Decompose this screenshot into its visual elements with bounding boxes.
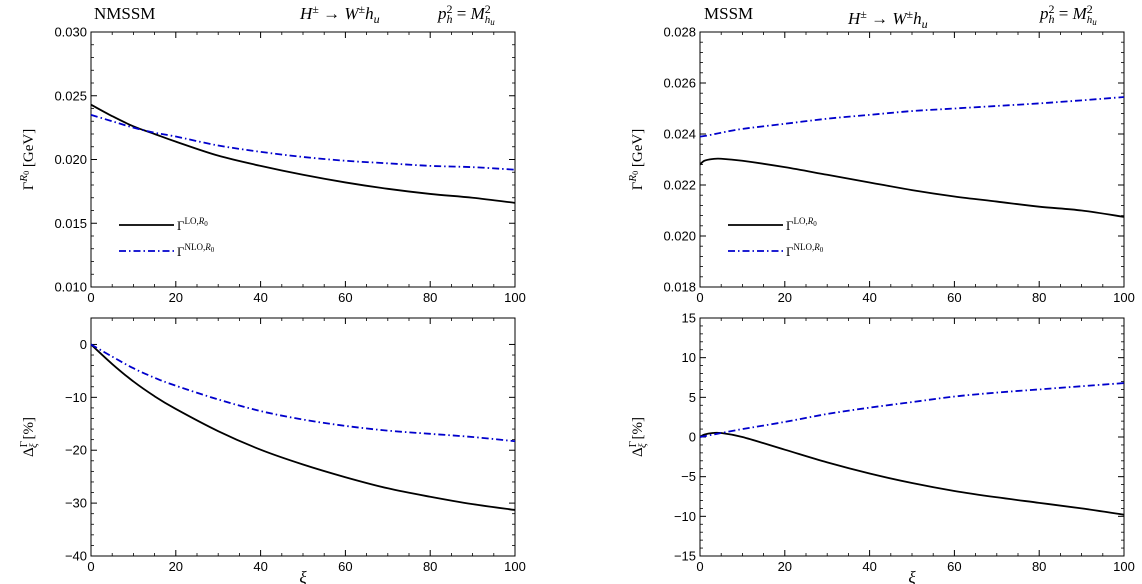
y-axis-label: ΓR0 [GeV] bbox=[18, 129, 37, 190]
x-tick-label: 100 bbox=[1113, 290, 1135, 305]
panels: 0 20 40 60 80 1000.0100.0150.0200.0250.030ΓLO… bbox=[18, 25, 1135, 584]
x-tick-label: 80 bbox=[423, 559, 437, 574]
panel-title-nmssm: NMSSM bbox=[94, 4, 155, 23]
axes-frame bbox=[90, 31, 516, 288]
x-tick-label: 100 bbox=[504, 290, 526, 305]
y-tick-label: −10 bbox=[65, 390, 87, 405]
axes-frame bbox=[699, 31, 1125, 288]
y-tick-label: 0.020 bbox=[54, 152, 87, 167]
x-tick-label: 40 bbox=[862, 559, 876, 574]
panel-bottom-right: 0 20 40 60 80 100 −15 −10 −5 0 5 10 15 ΔΓξ [%] ξ bbox=[627, 311, 1135, 584]
series-line-lo bbox=[699, 431, 1125, 516]
svg-text:H± → W±hu: H± → W±hu bbox=[847, 7, 928, 31]
process-label-right: H± → W±hu bbox=[847, 7, 928, 31]
panel-top-right: 0 20 40 60 80 100 0.018 0.020 0.022 0.024 0.026 0.0… bbox=[627, 25, 1135, 306]
x-tick-label: 100 bbox=[504, 559, 526, 574]
y-tick-label: 0.020 bbox=[663, 229, 696, 244]
x-tick-label: 80 bbox=[1032, 290, 1046, 305]
y-tick-label: 0.028 bbox=[663, 25, 696, 40]
y-axis-label: ΔΓξ [%] bbox=[18, 417, 40, 457]
y-tick-label: −40 bbox=[65, 549, 87, 564]
series-line-nlo bbox=[90, 343, 516, 443]
x-tick-label: 40 bbox=[862, 290, 876, 305]
series-line-nlo bbox=[699, 96, 1125, 138]
x-tick-label: 60 bbox=[947, 290, 961, 305]
momentum-label-left: ph2 = M2 hu bbox=[437, 2, 495, 27]
y-tick-label: 0.022 bbox=[663, 178, 696, 193]
y-tick-label: 0.015 bbox=[54, 216, 87, 231]
x-tick-label: 40 bbox=[253, 290, 267, 305]
x-tick-label: 40 bbox=[253, 559, 267, 574]
svg-text:H± → W±hu: H± → W±hu bbox=[299, 2, 380, 26]
panel-bottom-left: 0 20 40 60 80 100 −40 −30 −20 −10 0 ΔΓξ [%] ξ bbox=[18, 317, 526, 584]
x-tick-label: 0 bbox=[87, 290, 94, 305]
y-tick-label: −10 bbox=[674, 509, 696, 524]
axes-frame bbox=[699, 317, 1125, 557]
legend-label: ΓNLO,R0 bbox=[177, 242, 215, 259]
y-tick-label: 0 bbox=[80, 337, 87, 352]
y-tick-label: 5 bbox=[689, 390, 696, 405]
momentum-label-right: ph2 = M2 hu bbox=[1039, 2, 1097, 27]
x-axis-label: ξ bbox=[908, 568, 916, 584]
panel-top-left: 0 20 40 60 80 100 0.010 0.015 0.020 0.025 0.030 ΓLO… bbox=[18, 25, 526, 306]
x-tick-label: 60 bbox=[338, 559, 352, 574]
x-tick-label: 80 bbox=[423, 290, 437, 305]
x-tick-label: 80 bbox=[1032, 559, 1046, 574]
series-line-lo bbox=[699, 157, 1125, 218]
y-tick-label: 0 bbox=[689, 430, 696, 445]
y-tick-label: −15 bbox=[674, 549, 696, 564]
y-tick-label: 0.018 bbox=[663, 280, 696, 295]
y-tick-label: 0.030 bbox=[54, 25, 87, 40]
x-tick-label: 100 bbox=[1113, 559, 1135, 574]
x-tick-label: 20 bbox=[169, 559, 183, 574]
x-tick-label: 20 bbox=[169, 290, 183, 305]
panel-title-mssm: MSSM bbox=[704, 4, 753, 23]
y-tick-label: 0.024 bbox=[663, 127, 696, 142]
series-line-nlo bbox=[90, 114, 516, 171]
x-tick-label: 20 bbox=[778, 559, 792, 574]
legend-label: ΓNLO,R0 bbox=[786, 242, 824, 259]
y-axis-label: ΓR0 [GeV] bbox=[627, 129, 646, 190]
y-tick-label: 10 bbox=[682, 350, 696, 365]
legend-label: ΓLO,R0 bbox=[786, 216, 817, 233]
y-tick-label: 0.010 bbox=[54, 280, 87, 295]
series-line-nlo bbox=[699, 382, 1125, 438]
x-tick-label: 60 bbox=[947, 559, 961, 574]
x-axis-label: ξ bbox=[299, 568, 307, 584]
legend-label: ΓLO,R0 bbox=[177, 216, 208, 233]
y-tick-label: 0.026 bbox=[663, 76, 696, 91]
x-tick-label: 0 bbox=[696, 559, 703, 574]
x-tick-label: 60 bbox=[338, 290, 352, 305]
y-axis-label: ΔΓξ [%] bbox=[627, 417, 649, 457]
process-label-left: H± → W±hu bbox=[299, 2, 380, 26]
y-tick-label: −5 bbox=[681, 469, 696, 484]
y-tick-label: −30 bbox=[65, 496, 87, 511]
y-tick-label: −20 bbox=[65, 443, 87, 458]
series-line-lo bbox=[90, 343, 516, 511]
x-tick-label: 20 bbox=[778, 290, 792, 305]
y-tick-label: 0.025 bbox=[54, 88, 87, 103]
series-line-lo bbox=[90, 103, 516, 204]
x-tick-label: 0 bbox=[696, 290, 703, 305]
y-tick-label: 15 bbox=[682, 311, 696, 326]
x-tick-label: 0 bbox=[87, 559, 94, 574]
axes-frame bbox=[90, 317, 516, 557]
